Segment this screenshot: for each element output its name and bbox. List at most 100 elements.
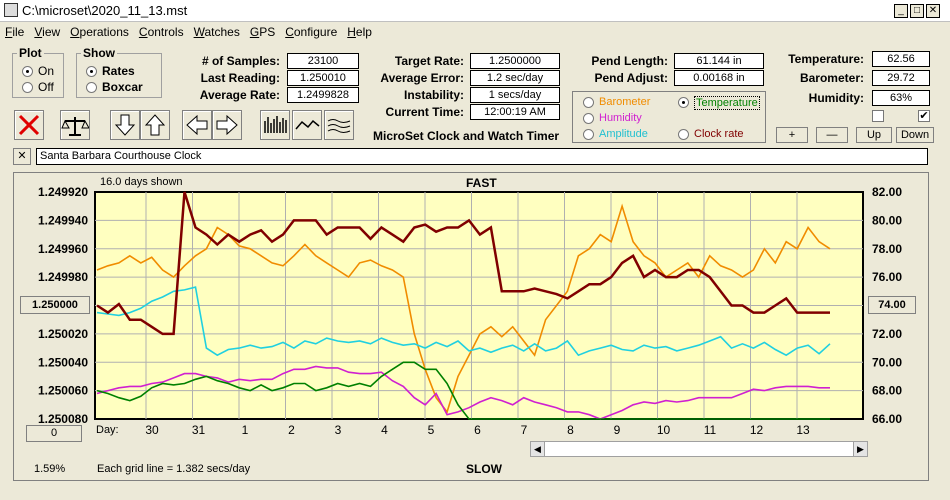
plot-group: Plot — [12, 46, 64, 98]
x-tick-label: 31 — [192, 423, 206, 437]
fast-label: FAST — [466, 176, 497, 190]
menu-operations[interactable]: Operations — [70, 25, 129, 39]
maximize-icon[interactable]: □ — [910, 4, 924, 18]
scroll-thumb[interactable] — [545, 442, 853, 456]
temperature-value: 62.56 — [872, 51, 930, 67]
instability-label: Instability: — [403, 88, 464, 102]
menu-gps[interactable]: GPS — [249, 25, 276, 39]
humidity-radio[interactable] — [583, 113, 594, 124]
option-checkbox-1[interactable] — [872, 110, 884, 122]
title-bar: C:\microset\2020_11_13.mst _ □ ✕ — [0, 0, 950, 22]
multi-line-button[interactable] — [324, 110, 354, 140]
menu-file[interactable]: File — [5, 25, 25, 39]
plus-button[interactable]: + — [776, 127, 808, 143]
minimize-icon[interactable]: _ — [894, 4, 908, 18]
arrow-right-icon — [216, 114, 238, 136]
menu-watches[interactable]: Watches — [193, 25, 240, 39]
menu-view[interactable]: View — [34, 25, 61, 39]
barometer-radio[interactable] — [583, 97, 594, 108]
pend-adjust-value: 0.00168 in — [674, 70, 764, 86]
menu-help[interactable]: Help — [347, 25, 372, 39]
day-axis-label: Day: — [96, 424, 119, 436]
scroll-left-icon[interactable]: ◀ — [531, 442, 545, 456]
show-boxcar-label: Boxcar — [102, 80, 143, 94]
x-tick-label: 12 — [750, 423, 764, 437]
show-group: Show — [76, 46, 162, 98]
x-tick-label: 5 — [428, 423, 435, 437]
clock-name-input[interactable]: Santa Barbara Courthouse Clock — [36, 148, 928, 165]
left-tick-label: 1.250020 — [38, 327, 88, 341]
x-tick-label: 9 — [614, 423, 621, 437]
series-humidity — [96, 365, 830, 420]
show-rates-label: Rates — [102, 64, 135, 78]
series-clock-rate — [96, 191, 830, 336]
arrow-right-button[interactable] — [212, 110, 242, 140]
samples-label: # of Samples: — [201, 54, 280, 68]
bar-histogram-icon — [264, 116, 287, 133]
x-tick-label: 11 — [704, 423, 717, 437]
left-tick-label: 1.249940 — [38, 213, 88, 227]
close-clock-button[interactable]: ✕ — [13, 148, 31, 165]
smooth-view-button[interactable] — [292, 110, 322, 140]
barometer-value: 29.72 — [872, 70, 930, 86]
plot-on-label: On — [38, 64, 55, 78]
raw-view-button[interactable] — [260, 110, 290, 140]
arrow-left-button[interactable] — [182, 110, 212, 140]
left-axis-ticks: 1.249920 1.249940 1.249960 1.249980 1.250020… — [38, 185, 88, 426]
slow-label: SLOW — [466, 462, 502, 476]
average-error-label: Average Error: — [380, 71, 464, 85]
option-checkbox-2[interactable]: ✔ — [918, 110, 930, 122]
horizontal-scrollbar[interactable]: ◀ ▶ — [530, 441, 868, 457]
x-axis-ticks: 30 31 1 2 3 4 5 6 7 8 9 10 11 12 13 — [145, 423, 810, 437]
down-button[interactable]: Down — [896, 127, 934, 143]
target-rate-label: Target Rate: — [394, 54, 464, 68]
up-button[interactable]: Up — [856, 127, 892, 143]
balance-button[interactable] — [60, 110, 90, 140]
arrow-down-button[interactable] — [110, 110, 140, 140]
right-axis-center-button[interactable]: 74.00 — [868, 296, 916, 314]
humidity-value: 63% — [872, 90, 930, 106]
average-rate-value: 1.2499828 — [287, 87, 359, 103]
current-time-label: Current Time: — [385, 105, 464, 119]
right-tick-label: 68.00 — [872, 384, 902, 398]
show-boxcar-radio[interactable] — [86, 82, 97, 93]
menu-controls[interactable]: Controls — [138, 25, 184, 39]
scroll-right-icon[interactable]: ▶ — [853, 442, 867, 456]
zero-button[interactable]: 0 — [26, 425, 82, 442]
right-tick-label: 72.00 — [872, 327, 902, 341]
chart-frame — [13, 172, 929, 481]
app-icon — [4, 3, 18, 17]
target-rate-value[interactable]: 1.2500000 — [470, 53, 560, 69]
pend-adjust-label: Pend Adjust: — [594, 71, 668, 85]
plot-on-radio[interactable] — [22, 66, 33, 77]
arrow-up-button[interactable] — [140, 110, 170, 140]
x-tick-label: 7 — [521, 423, 528, 437]
amplitude-option-label: Amplitude — [599, 128, 648, 140]
temperature-radio[interactable] — [678, 97, 689, 108]
amplitude-radio[interactable] — [583, 129, 594, 140]
menu-configure[interactable]: Configure — [285, 25, 338, 39]
barometer-option-label: Barometer — [599, 96, 651, 108]
average-rate-label: Average Rate: — [199, 88, 280, 102]
x-tick-label: 2 — [288, 423, 295, 437]
arrow-up-icon — [144, 114, 166, 136]
percent-label: 1.59% — [34, 463, 66, 475]
right-tick-label: 76.00 — [872, 270, 902, 284]
pend-length-label: Pend Length: — [591, 54, 668, 68]
right-tick-label: 78.00 — [872, 242, 902, 256]
arrow-left-icon — [186, 114, 208, 136]
plot-off-label: Off — [38, 80, 54, 94]
plot-off-radio[interactable] — [22, 82, 33, 93]
left-axis-center-button[interactable]: 1.250000 — [20, 296, 90, 314]
samples-value: 23100 — [287, 53, 359, 69]
show-rates-radio[interactable] — [86, 66, 97, 77]
minus-button[interactable]: — — [816, 127, 848, 143]
humidity-label: Humidity: — [808, 91, 864, 105]
right-tick-label: 82.00 — [872, 185, 902, 199]
clock-rate-radio[interactable] — [678, 129, 689, 140]
stop-button[interactable] — [14, 110, 44, 140]
close-icon[interactable]: ✕ — [926, 4, 940, 18]
clock-rate-option-label: Clock rate — [694, 128, 744, 140]
pend-length-value[interactable]: 61.144 in — [674, 53, 764, 69]
